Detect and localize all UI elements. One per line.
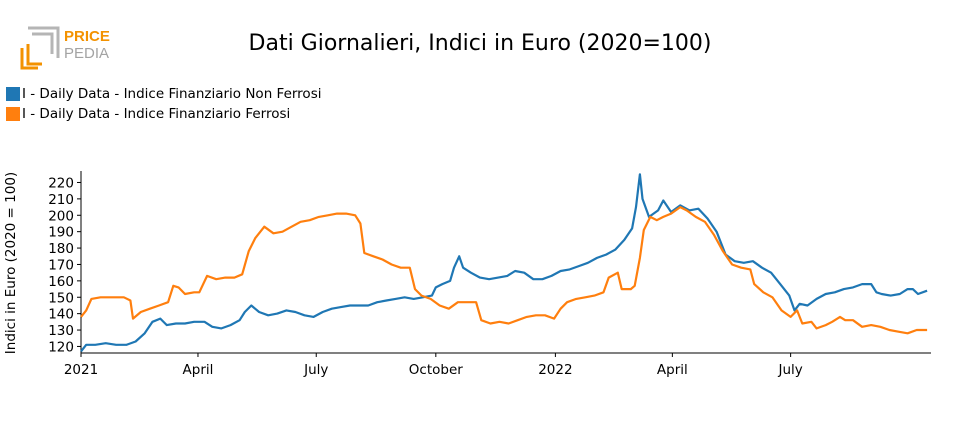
logo-bracket-grey-inner bbox=[32, 32, 54, 54]
y-axis-label: Indici in Euro (2020 = 100) bbox=[3, 172, 19, 354]
x-tick-label: 2022 bbox=[538, 362, 572, 378]
y-tick-label: 210 bbox=[48, 192, 74, 208]
legend: I - Daily Data - Indice Finanziario Non … bbox=[6, 84, 321, 124]
logo-bracket-orange bbox=[20, 48, 38, 70]
legend-item-ferrosi[interactable]: I - Daily Data - Indice Finanziario Ferr… bbox=[6, 104, 321, 124]
y-tick-label: 220 bbox=[48, 175, 74, 191]
logo-mark bbox=[20, 26, 60, 70]
legend-swatch-non-ferrosi bbox=[6, 87, 20, 101]
logo-text-bottom: PEDIA bbox=[64, 45, 109, 62]
x-tick-label: 2021 bbox=[64, 362, 98, 378]
series-line-ferrosi[interactable] bbox=[80, 206, 928, 335]
y-tick-label: 200 bbox=[48, 208, 74, 224]
x-tick-label: October bbox=[409, 362, 463, 378]
series-line-non-ferrosi[interactable] bbox=[80, 173, 928, 353]
logo-bracket-orange-inner bbox=[26, 44, 42, 66]
chart-title: Dati Giornalieri, Indici in Euro (2020=1… bbox=[248, 31, 712, 56]
x-tick-label: July bbox=[303, 362, 328, 378]
y-tick-label: 180 bbox=[48, 241, 74, 257]
y-tick-label: 170 bbox=[48, 257, 74, 273]
y-tick-label: 190 bbox=[48, 225, 74, 241]
y-tick-label: 160 bbox=[48, 274, 74, 290]
pricepedia-logo: PRICE PEDIA bbox=[20, 26, 110, 70]
x-tick-label: April bbox=[657, 362, 688, 378]
legend-label-non-ferrosi: I - Daily Data - Indice Finanziario Non … bbox=[22, 86, 322, 102]
legend-swatch-ferrosi bbox=[6, 107, 20, 121]
y-tick-label: 150 bbox=[48, 290, 74, 306]
plot-area bbox=[80, 173, 928, 353]
y-tick-label: 130 bbox=[48, 323, 74, 339]
logo-text-top: PRICE bbox=[64, 28, 110, 45]
legend-item-non-ferrosi[interactable]: I - Daily Data - Indice Finanziario Non … bbox=[6, 84, 321, 104]
y-tick-label: 140 bbox=[48, 307, 74, 323]
legend-label-ferrosi: I - Daily Data - Indice Finanziario Ferr… bbox=[22, 106, 291, 122]
x-tick-label: April bbox=[183, 362, 214, 378]
logo-bracket-grey bbox=[28, 26, 60, 58]
x-tick-label: July bbox=[777, 362, 802, 378]
y-tick-label: 120 bbox=[48, 339, 74, 355]
